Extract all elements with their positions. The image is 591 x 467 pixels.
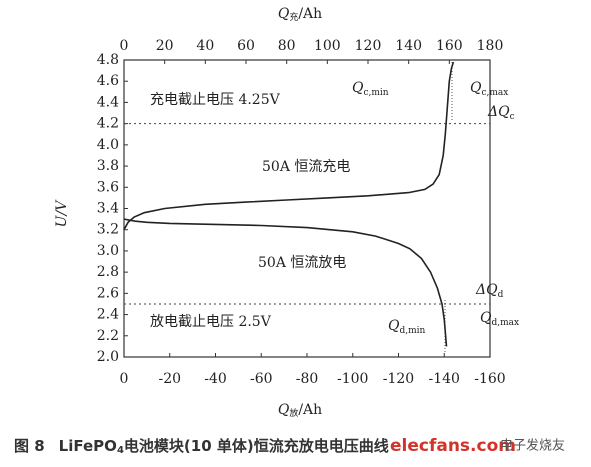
- watermark-site: elecfans.com: [390, 436, 516, 456]
- x-tick-label: 0: [120, 371, 129, 387]
- y-tick-label: 4.8: [97, 52, 119, 68]
- x-tick-label: -100: [337, 371, 368, 387]
- caption: 图 8 LiFePO4电池模块(10 单体)恒流充放电电压曲线: [14, 437, 389, 457]
- x-tick-label: 120: [355, 38, 382, 54]
- watermark-brand: 电子发烧友: [500, 438, 565, 454]
- x-bottom-title: Q放/Ah: [278, 402, 322, 419]
- series-label: 50A 恒流充电: [262, 159, 350, 175]
- annotation: ΔQd: [475, 282, 504, 300]
- annotation-sub: c,min: [363, 88, 388, 98]
- y-tick-label: 4.0: [97, 137, 119, 153]
- annotation-main: Q: [480, 310, 492, 326]
- x-tick-label: -40: [204, 371, 227, 387]
- annotation: Qd,max: [480, 310, 519, 328]
- annotation-sub: c,max: [481, 88, 508, 98]
- annotation-sub: d,min: [399, 326, 425, 336]
- x-tick-label: -140: [429, 371, 460, 387]
- annotation-main: ΔQ: [487, 104, 510, 120]
- annotation-sub: d,max: [491, 318, 519, 328]
- y-tick-label: 2.2: [97, 328, 119, 344]
- x-tick-label: 160: [436, 38, 463, 54]
- annotation-main: Q: [470, 80, 482, 96]
- x-tick-label: 80: [278, 38, 296, 54]
- x-tick-label: 20: [156, 38, 174, 54]
- y-tick-label: 3.4: [97, 201, 119, 217]
- x-tick-label: 180: [477, 38, 504, 54]
- x-tick-label: 100: [314, 38, 341, 54]
- y-tick-label: 3.0: [97, 243, 119, 259]
- x-tick-label: 40: [196, 38, 214, 54]
- annotation-sub: d: [498, 290, 504, 300]
- x-tick-label: -60: [250, 371, 273, 387]
- y-tick-label: 4.2: [97, 116, 119, 132]
- series-line: [123, 218, 448, 347]
- y-tick-label: 2.4: [97, 307, 119, 323]
- y-tick-label: 3.8: [97, 158, 119, 174]
- annotation: ΔQc: [487, 104, 515, 122]
- y-tick-label: 2.8: [97, 264, 119, 280]
- annotation-main: Q: [352, 80, 364, 96]
- annotation-main: ΔQ: [475, 282, 498, 298]
- y-tick-label: 2.0: [97, 349, 119, 365]
- y-title: U/V: [54, 199, 70, 228]
- y-tick-label: 4.4: [97, 94, 119, 110]
- y-tick-label: 3.6: [97, 179, 119, 195]
- x-tick-label: -80: [296, 371, 319, 387]
- annotation: Qc,max: [470, 80, 508, 98]
- x-tick-label: -160: [474, 371, 505, 387]
- y-tick-label: 4.6: [97, 73, 119, 89]
- x-tick-label: 60: [237, 38, 255, 54]
- series-line: [123, 61, 455, 231]
- y-tick-label: 2.6: [97, 285, 119, 301]
- series-label: 50A 恒流放电: [258, 255, 346, 271]
- ref-label: 放电截止电压 2.5V: [150, 314, 272, 330]
- annotation-sub: c: [510, 112, 515, 122]
- y-tick-label: 3.2: [97, 222, 119, 238]
- annotation: Qc,min: [352, 80, 389, 98]
- x-tick-label: 140: [395, 38, 422, 54]
- ref-label: 充电截止电压 4.25V: [150, 92, 281, 108]
- annotation-main: Q: [388, 318, 400, 334]
- x-tick-label: -20: [158, 371, 181, 387]
- x-tick-label: -120: [383, 371, 414, 387]
- annotation: Qd,min: [388, 318, 426, 336]
- x-tick-label: 0: [120, 38, 129, 54]
- x-top-title: Q充/Ah: [278, 6, 322, 23]
